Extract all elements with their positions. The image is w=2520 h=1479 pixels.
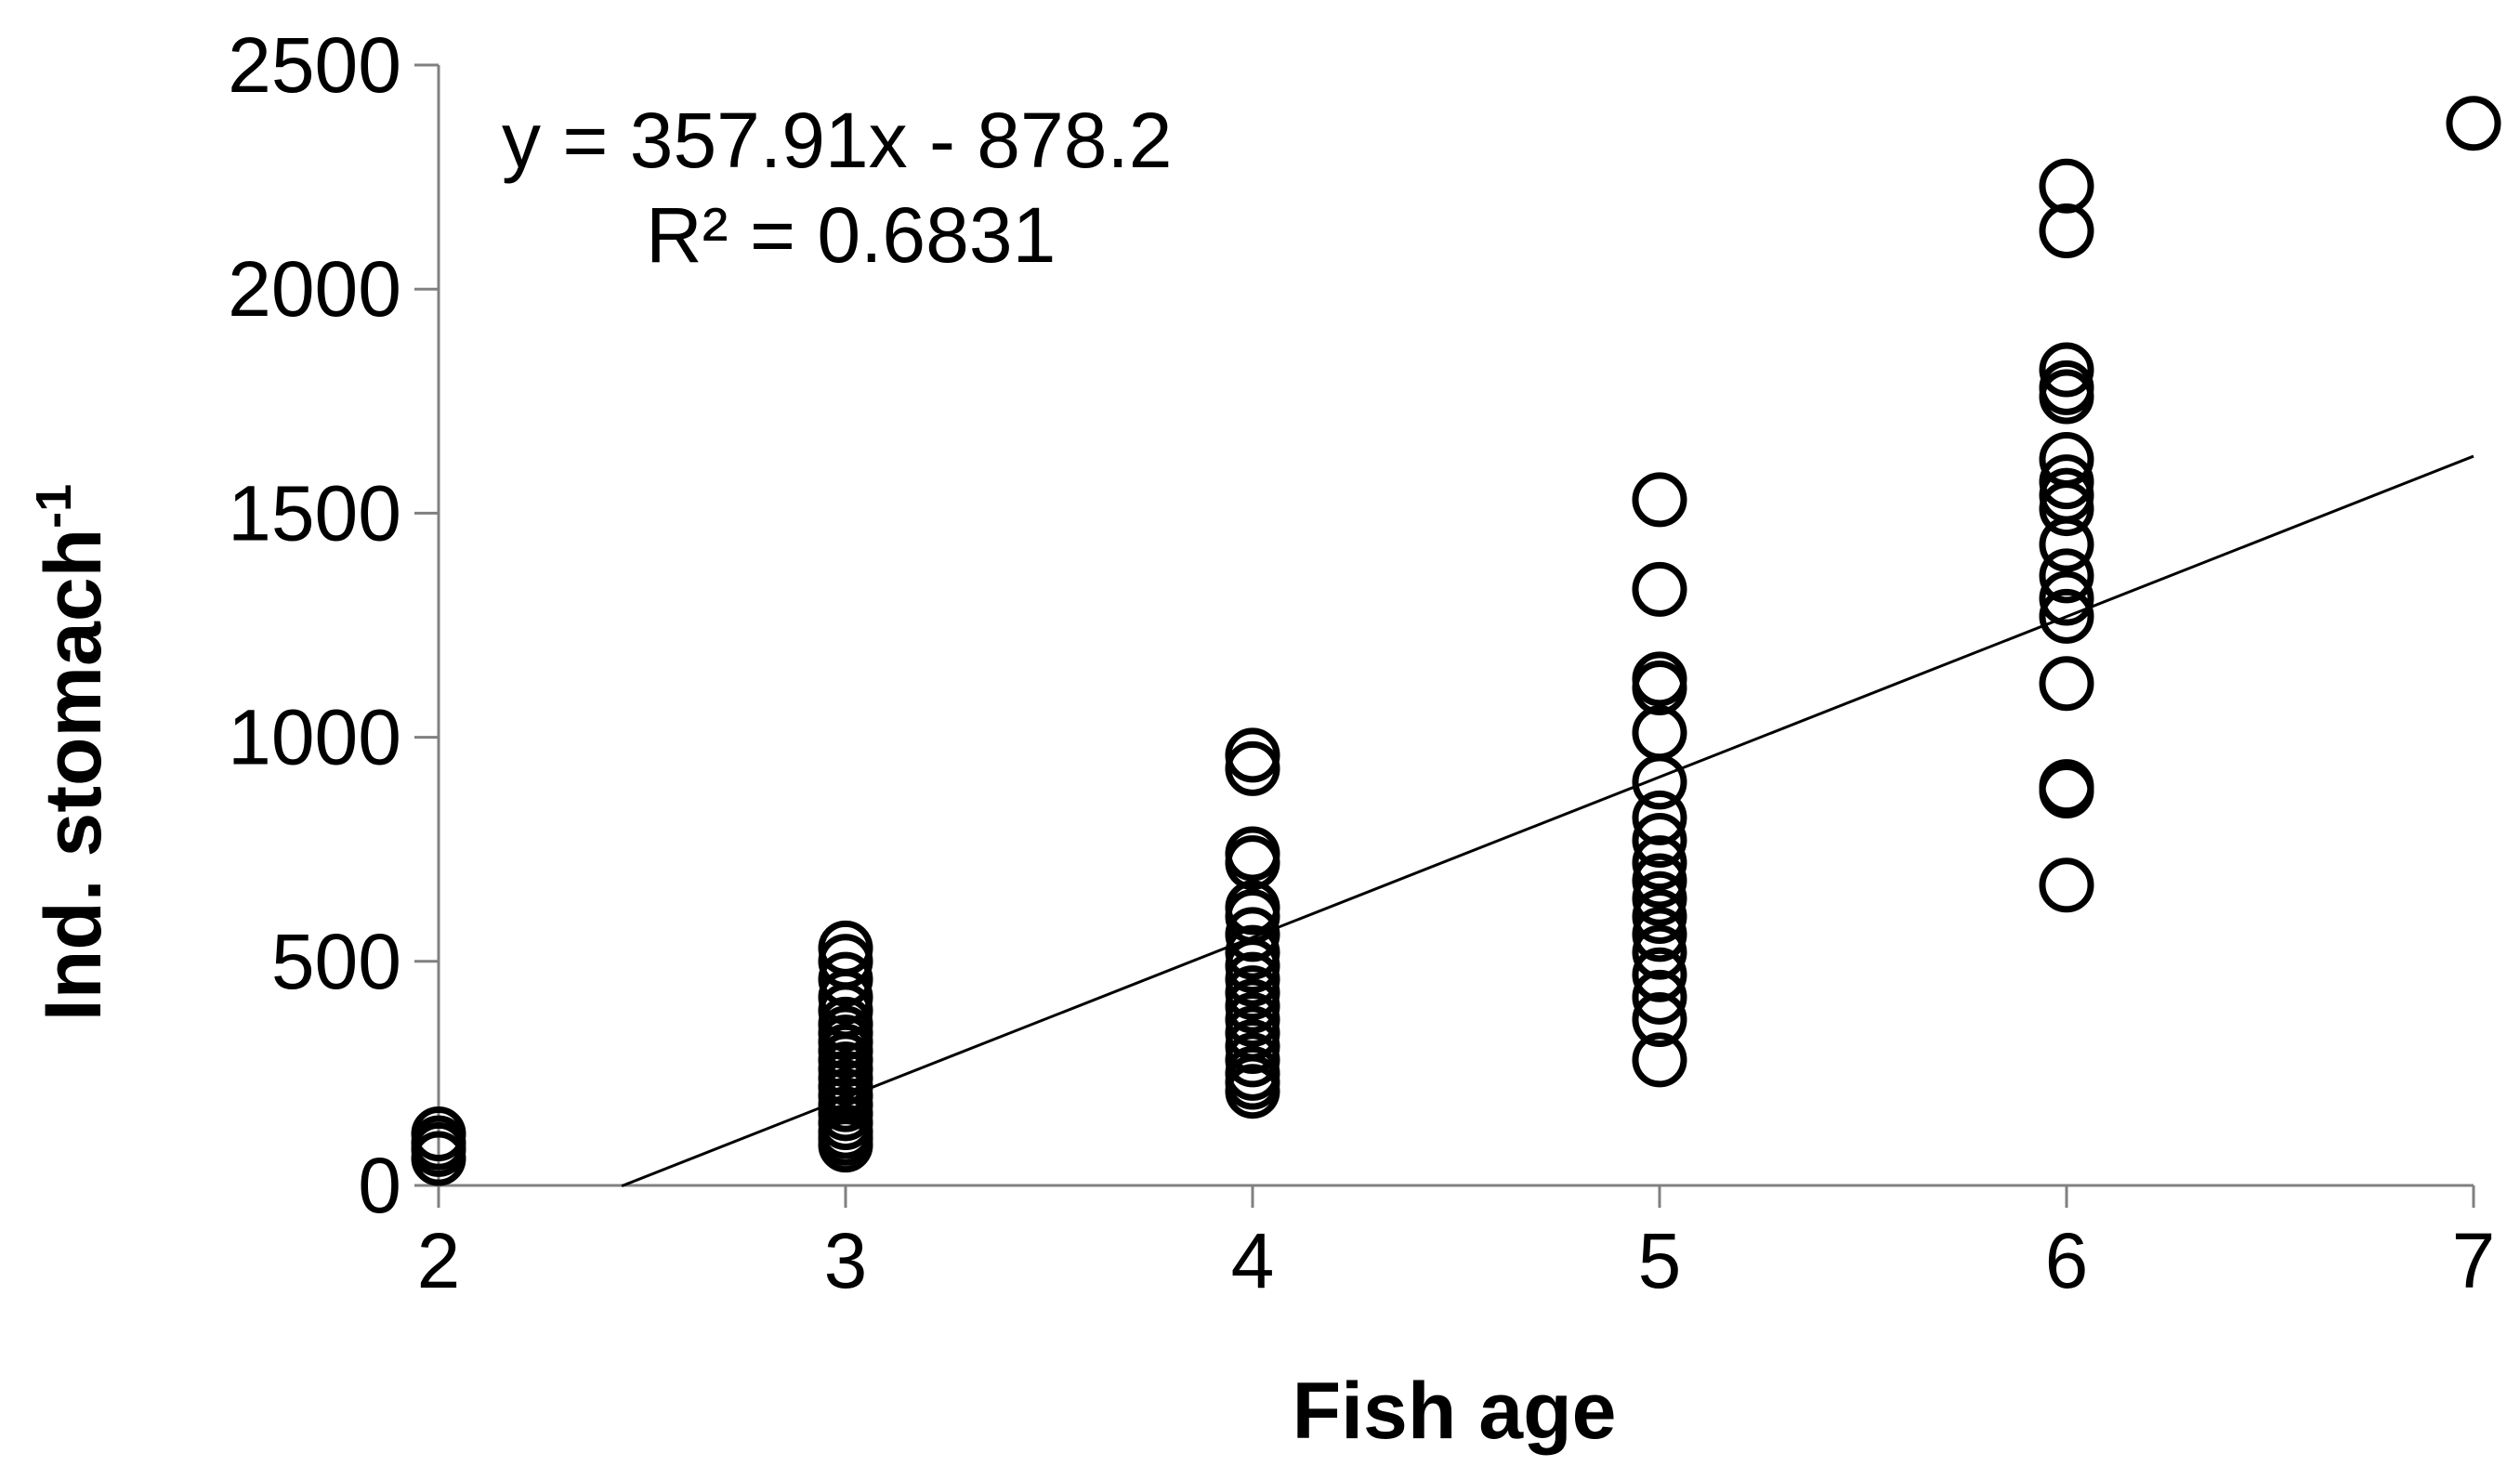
data-point [2039,454,2094,510]
x-tick-label: 2 [417,1217,461,1304]
data-point [818,996,873,1052]
y-tick-label: 0 [358,1142,401,1229]
data-point [1632,969,1687,1025]
data-point [1632,992,1687,1048]
data-point [411,1106,466,1162]
data-point [2039,467,2094,523]
data-point [2039,360,2094,415]
data-point [2039,158,2094,214]
data-point [2039,570,2094,626]
data-point [818,920,873,975]
data-point [1632,813,1687,869]
data-point [1225,924,1280,980]
data-point [1225,1032,1280,1088]
x-tick-label: 6 [2045,1217,2089,1304]
data-point [2039,759,2094,815]
x-tick-label: 4 [1231,1217,1275,1304]
y-axis-ticks: 0 500 1000 1500 2000 2500 [228,21,439,1229]
data-point [2039,342,2094,398]
y-axis-title: Ind. stomach-1 [26,484,118,1021]
data-point [1225,880,1280,936]
data-point [1225,1005,1280,1061]
y-tick-label: 1500 [228,469,401,556]
data-point [1632,651,1687,707]
data-point [1632,947,1687,1002]
data-point [1225,992,1280,1048]
data-point [1632,1032,1687,1088]
data-point [2039,588,2094,644]
data-point [1632,907,1687,962]
y-tick-label: 2500 [228,21,401,109]
data-point [1225,907,1280,962]
x-tick-label: 5 [1638,1217,1682,1304]
data-point [818,951,873,1007]
data-point [1632,790,1687,845]
data-point [2039,432,2094,488]
data-point [1632,853,1687,909]
x-tick-label: 3 [824,1217,868,1304]
data-point [1225,965,1280,1021]
x-axis-title: Fish age [1293,1367,1617,1456]
data-points [411,96,2501,1186]
data-point [818,934,873,989]
y-tick-label: 500 [271,918,401,1005]
trendline [621,454,2474,1188]
trendline-equation: y = 357.91x - 878.2 [502,97,1173,184]
x-tick-label: 7 [2452,1217,2496,1304]
data-point [1225,1018,1280,1074]
y-tick-label: 1000 [228,694,401,781]
data-point [1225,740,1280,796]
data-point [2039,656,2094,712]
y-axis-title-superscript: -1 [26,484,82,529]
trendline-r-squared: R² = 0.6831 [646,191,1056,279]
data-point [1632,889,1687,945]
data-point [1225,951,1280,1007]
y-tick-label: 2000 [228,245,401,333]
data-point [1225,978,1280,1034]
data-point [1632,561,1687,617]
data-point [1225,1045,1280,1101]
axes [437,65,2474,1187]
data-point [2039,203,2094,258]
data-point [1632,835,1687,891]
data-point [1632,705,1687,761]
data-point [2446,96,2501,151]
data-point [1632,472,1687,528]
data-point [2039,548,2094,604]
y-axis-title-main: Ind. stomach [29,529,118,1021]
data-point [1632,924,1687,980]
data-point [1225,727,1280,783]
data-point [1632,754,1687,810]
data-point [2039,857,2094,913]
data-point [1632,870,1687,926]
x-axis-ticks: 2 3 4 5 6 7 [417,1185,2496,1304]
data-point [1225,826,1280,882]
